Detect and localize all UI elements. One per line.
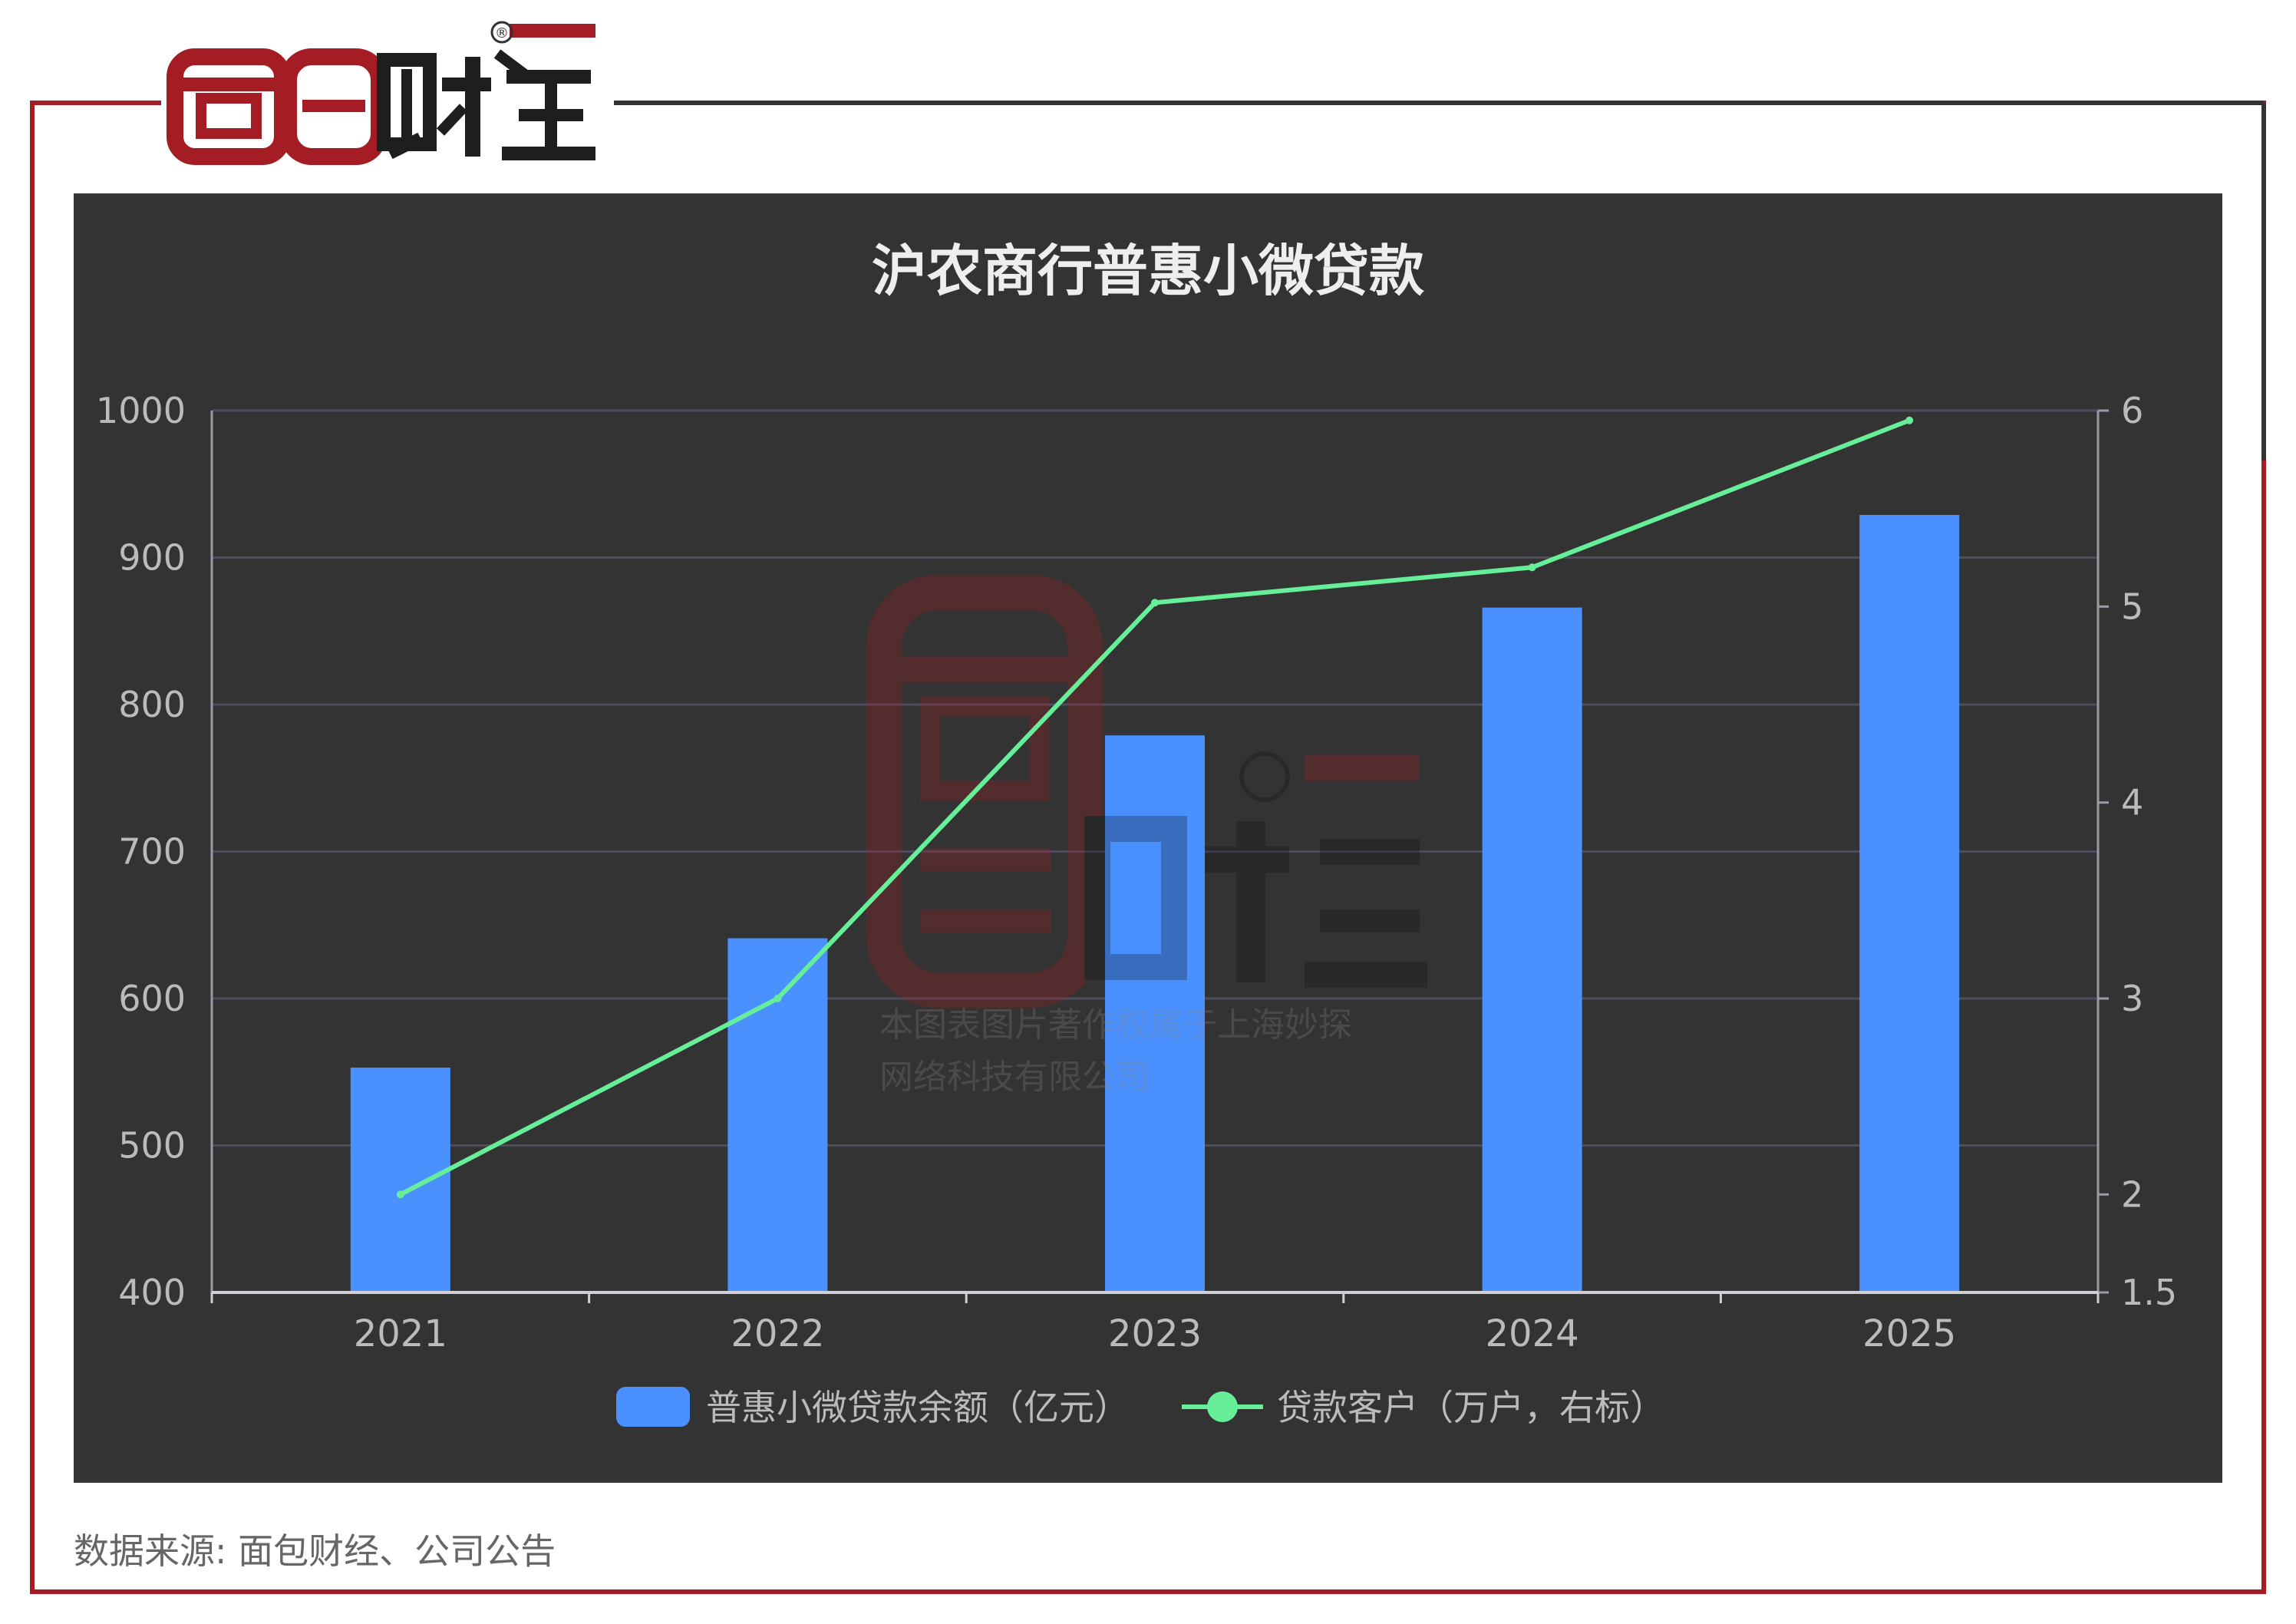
watermark-text-line1: 本图表图片著作权属于上海妙探 bbox=[879, 1005, 1352, 1045]
y-right-tick-label: 6 bbox=[2121, 390, 2143, 431]
line-point bbox=[774, 995, 782, 1002]
bar-series bbox=[350, 514, 1960, 1292]
legend-line-marker bbox=[1207, 1391, 1238, 1422]
y-right-tick-label: 5 bbox=[2121, 586, 2143, 627]
registered-mark-icon bbox=[490, 21, 513, 44]
bar bbox=[727, 938, 828, 1292]
legend-bar-label: 普惠小微贷款余额（亿元） bbox=[706, 1387, 1130, 1428]
bar bbox=[1105, 735, 1205, 1292]
y-left-tick-label: 600 bbox=[118, 978, 186, 1019]
watermark-registered-icon bbox=[1239, 751, 1290, 802]
legend-line-label: 贷款客户（万户，右标） bbox=[1277, 1387, 1665, 1428]
y-right-tick-label: 2 bbox=[2121, 1173, 2143, 1215]
axes: 400 500 600 700 800 900 1000 1.5 2 3 4 5 6 2021 2022 20… bbox=[96, 390, 2177, 1355]
x-tick-label: 2024 bbox=[1486, 1312, 1579, 1355]
y-left-tick-label: 400 bbox=[118, 1272, 186, 1313]
line-point bbox=[1528, 563, 1536, 572]
y-left-tick-label: 700 bbox=[118, 831, 186, 873]
y-right-tick-label: 4 bbox=[2121, 782, 2143, 824]
x-tick-label: 2022 bbox=[731, 1312, 824, 1355]
y-right-tick-label: 1.5 bbox=[2121, 1272, 2177, 1313]
bar bbox=[1482, 607, 1582, 1292]
source-note: 数据来源: 面包财经、公司公告 bbox=[74, 1530, 556, 1572]
line-point bbox=[1905, 416, 1914, 424]
y-left-tick-label: 1000 bbox=[96, 390, 186, 431]
watermark: 本图表图片著作权属于上海妙探 网络科技有限公司 bbox=[866, 575, 1427, 1097]
line-point bbox=[396, 1190, 404, 1199]
chart-title: 沪农商行普惠小微贷款 bbox=[872, 239, 1424, 303]
line-series bbox=[396, 416, 1914, 1199]
y-left-tick-label: 500 bbox=[118, 1125, 186, 1167]
y-left-tick-label: 800 bbox=[118, 684, 186, 725]
x-tick-label: 2025 bbox=[1862, 1312, 1956, 1355]
bar bbox=[350, 1068, 450, 1292]
x-tick-label: 2021 bbox=[354, 1312, 447, 1355]
x-tick-label: 2023 bbox=[1108, 1312, 1202, 1355]
legend: 普惠小微贷款余额（亿元） 贷款客户（万户，右标） bbox=[616, 1387, 1665, 1428]
bar bbox=[1859, 514, 1960, 1292]
brand-logo: ® bbox=[167, 21, 603, 166]
legend-bar-swatch bbox=[616, 1387, 690, 1427]
registered-mark: ® bbox=[495, 25, 509, 41]
line-point bbox=[1151, 599, 1159, 607]
y-right-tick-label: 3 bbox=[2121, 978, 2143, 1019]
watermark-text-line2: 网络科技有限公司 bbox=[879, 1058, 1150, 1097]
y-left-tick-label: 900 bbox=[118, 537, 186, 579]
